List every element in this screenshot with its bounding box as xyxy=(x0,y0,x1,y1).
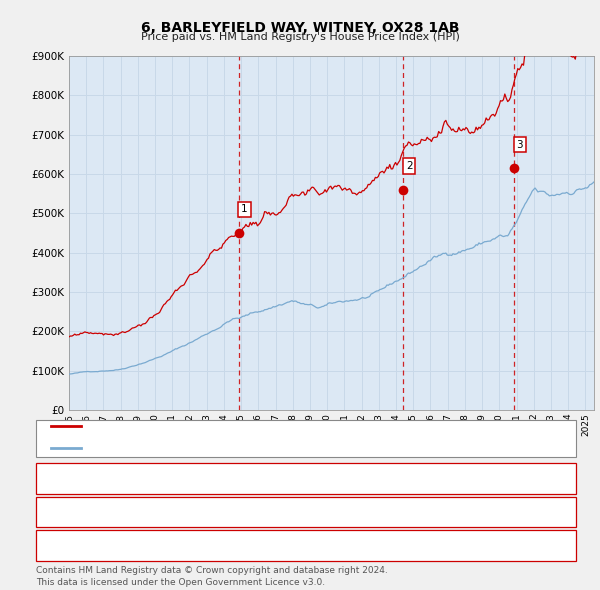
Text: 2: 2 xyxy=(53,507,61,517)
Text: 29-MAY-2014: 29-MAY-2014 xyxy=(96,507,168,517)
Text: £560,000: £560,000 xyxy=(262,507,314,517)
Text: 37% ↑ HPI: 37% ↑ HPI xyxy=(432,507,491,517)
Text: £449,995: £449,995 xyxy=(262,474,314,483)
Text: 6, BARLEYFIELD WAY, WITNEY, OX28 1AB: 6, BARLEYFIELD WAY, WITNEY, OX28 1AB xyxy=(141,21,459,35)
Text: 3: 3 xyxy=(517,140,523,149)
Text: 1: 1 xyxy=(241,205,248,214)
Text: HPI: Average price, detached house, West Oxfordshire: HPI: Average price, detached house, West… xyxy=(84,442,367,453)
Text: 46% ↑ HPI: 46% ↑ HPI xyxy=(432,474,491,483)
Text: 15% ↑ HPI: 15% ↑ HPI xyxy=(432,541,491,550)
Text: 1: 1 xyxy=(53,474,61,483)
Text: £615,000: £615,000 xyxy=(262,541,314,550)
Text: Price paid vs. HM Land Registry's House Price Index (HPI): Price paid vs. HM Land Registry's House … xyxy=(140,32,460,42)
Text: 3: 3 xyxy=(53,541,61,550)
Text: 02-NOV-2020: 02-NOV-2020 xyxy=(95,541,169,550)
Text: Contains HM Land Registry data © Crown copyright and database right 2024.
This d: Contains HM Land Registry data © Crown c… xyxy=(36,566,388,587)
Text: 6, BARLEYFIELD WAY, WITNEY, OX28 1AB (detached house): 6, BARLEYFIELD WAY, WITNEY, OX28 1AB (de… xyxy=(84,421,392,431)
Text: 2: 2 xyxy=(406,161,412,171)
Text: 05-NOV-2004: 05-NOV-2004 xyxy=(95,474,169,483)
